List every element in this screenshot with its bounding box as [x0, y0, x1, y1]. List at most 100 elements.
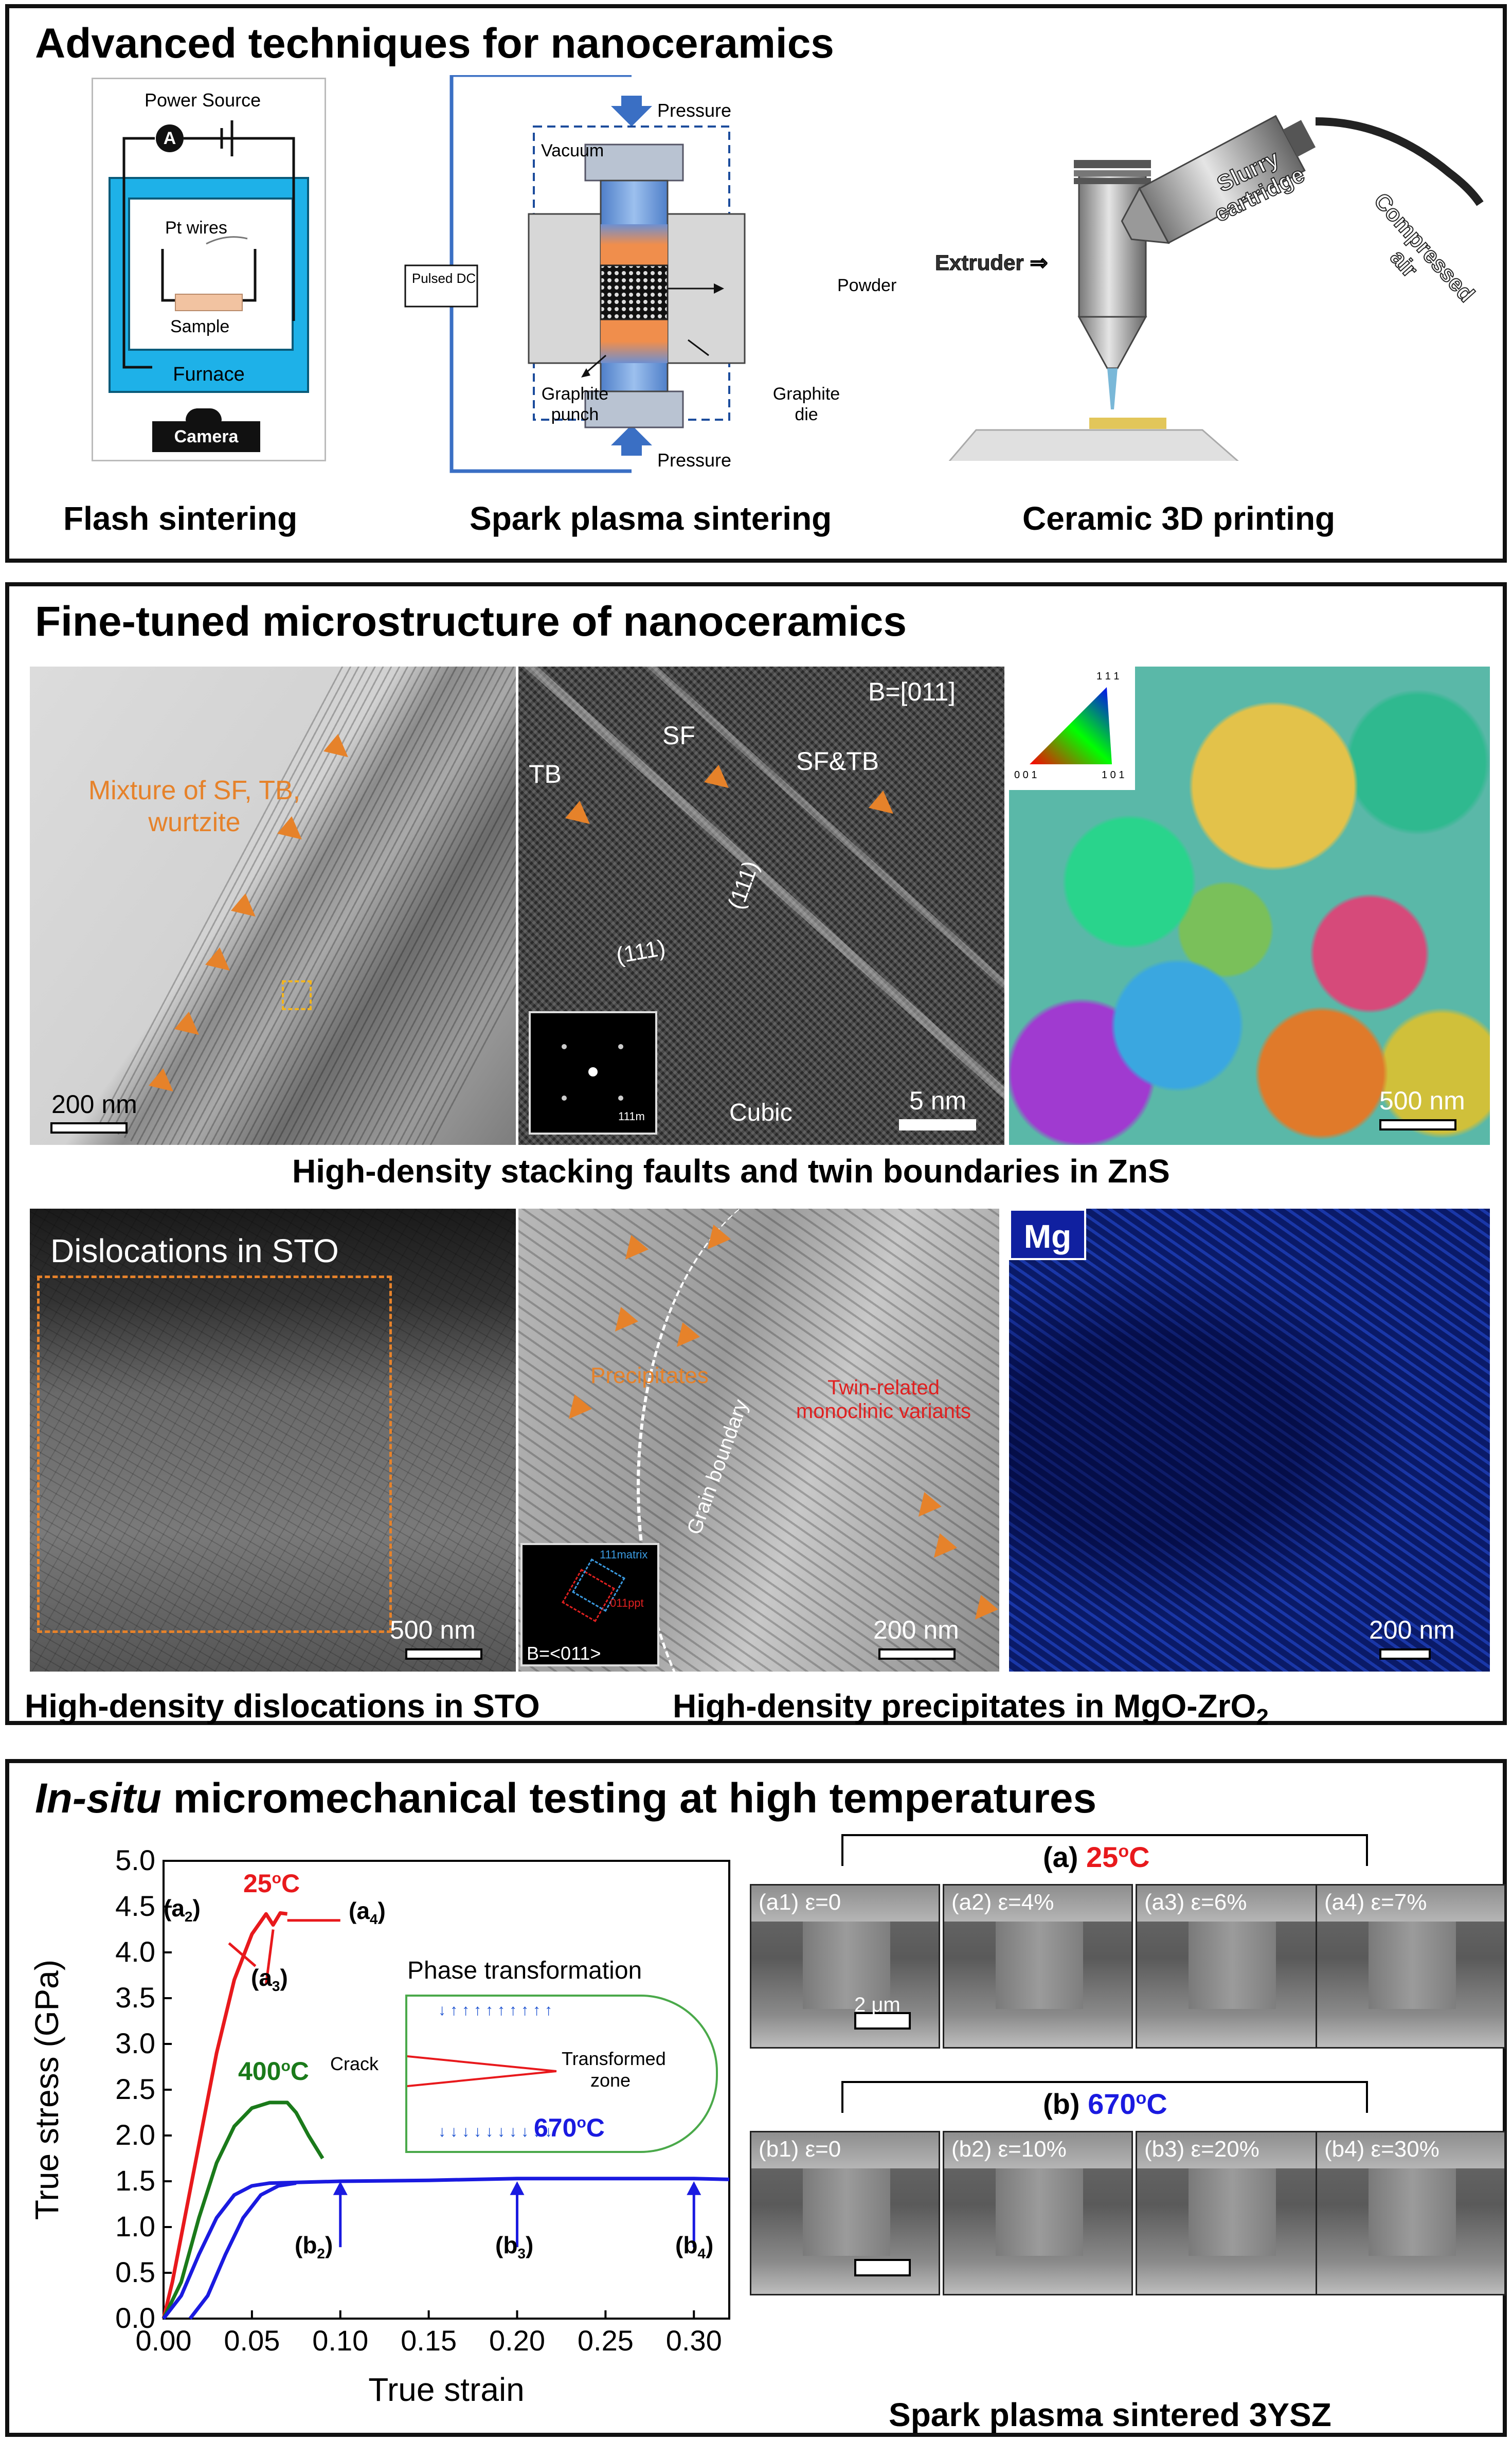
- sto-label: Dislocations in STO: [50, 1232, 339, 1269]
- panel-techniques: Advanced techniques for nanoceramics Pow…: [5, 4, 1507, 563]
- pulsed-dc-label: Pulsed DC: [411, 271, 476, 286]
- x-tick-label: 0.25: [578, 2324, 634, 2357]
- series-line-2: [162, 2177, 730, 2320]
- panel-insitu: In-situ micromechanical testing at high …: [5, 1759, 1507, 2437]
- panel-title-insitu: In-situ micromechanical testing at high …: [35, 1775, 1097, 1822]
- panel-title-techniques: Advanced techniques for nanoceramics: [35, 20, 834, 67]
- sem-b1: (b1) ε=0: [750, 2131, 940, 2295]
- x-axis-label: True strain: [368, 2371, 525, 2408]
- precipitates-label: Precipitates: [590, 1363, 709, 1388]
- sto-roi-box: [37, 1276, 392, 1633]
- saed-zone-label: B=<011>: [527, 1643, 601, 1664]
- pressure-top-label: Pressure: [657, 100, 732, 121]
- sem-scale-label: 2 μm: [854, 1994, 901, 2016]
- ammeter-icon: A: [156, 124, 184, 152]
- panel-title-microstructure: Fine-tuned microstructure of nanoceramic…: [35, 598, 907, 645]
- flash-sintering-diagram: Power Source A Furnace Pt wires Sample C…: [92, 78, 326, 461]
- caption-3ysz: Spark plasma sintered 3YSZ: [889, 2396, 1331, 2433]
- ipf-right-label: 1 0 1: [1102, 769, 1125, 781]
- fft-inset: 111m: [529, 1011, 657, 1135]
- temp-25-label: 25oC: [243, 1869, 300, 1898]
- scale-200nm-eds: 200 nm: [1369, 1616, 1455, 1644]
- x-tick-label: 0.10: [312, 2324, 368, 2357]
- b-arrow-head-1: [510, 2181, 525, 2195]
- ipf-top-label: 1 1 1: [1096, 671, 1120, 682]
- a2-arrow: [228, 1942, 257, 1967]
- camera-icon: [186, 408, 222, 422]
- sem-a3: (a3) ε=6%: [1136, 1884, 1326, 2049]
- fft-label: 111m: [618, 1110, 645, 1123]
- ebsd-map: 1 1 1 0 0 1 1 0 1 500 nm: [1009, 667, 1490, 1145]
- sf-label: SF: [662, 721, 695, 750]
- y-tick-label: 3.0: [115, 2027, 155, 2059]
- crack-label: Crack: [330, 2053, 379, 2074]
- y-tick-label: 2.5: [115, 2073, 155, 2105]
- y-tick-label: 1.5: [115, 2164, 155, 2197]
- marker-b4: (b4): [675, 2232, 714, 2262]
- zone-axis-label: B=[011]: [868, 677, 956, 706]
- marker-b2: (b2): [295, 2232, 333, 2262]
- y-tick-label: 3.5: [115, 1981, 155, 2014]
- y-tick-label: 1.0: [115, 2210, 155, 2242]
- power-source-label: Power Source: [145, 89, 261, 111]
- marker-a3: (a3): [251, 1964, 288, 1995]
- tb-label: TB: [529, 760, 562, 788]
- y-tick-label: 5.0: [115, 1844, 155, 1876]
- pt-wires-label: Pt wires: [165, 218, 227, 238]
- y-tick-label: 4.5: [115, 1890, 155, 1922]
- inset-title: Phase transformation: [407, 1957, 642, 1984]
- sem-b3: (b3) ε=20%: [1136, 2131, 1326, 2295]
- x-tick-label: 0.20: [489, 2324, 545, 2357]
- scale-5nm: 5 nm: [909, 1086, 967, 1115]
- furnace-label: Furnace: [173, 364, 245, 385]
- ipf-left-label: 0 0 1: [1014, 769, 1037, 781]
- caption-sto: High-density dislocations in STO: [25, 1688, 540, 1725]
- marker-a4: (a4): [349, 1897, 386, 1928]
- scale-500nm-sto: 500 nm: [390, 1616, 476, 1644]
- group-brackets: [841, 1834, 1368, 2113]
- saed-inset: 111matrix 011ppt B=<011>: [520, 1543, 659, 1666]
- printer-illustration: [948, 115, 1484, 461]
- y-axis-label: True stress (GPa): [28, 1960, 65, 2220]
- sem-a4: (a4) ε=7%: [1316, 1884, 1506, 2049]
- eds-map-mg: Mg 200 nm: [1009, 1209, 1490, 1672]
- pressure-bottom-label: Pressure: [657, 450, 732, 471]
- group-a-label: (a) 25oC: [1043, 1841, 1150, 1873]
- x-tick-label: 0.00: [136, 2324, 192, 2357]
- marker-b3: (b3): [495, 2232, 534, 2262]
- mg-element-label: Mg: [1009, 1209, 1086, 1260]
- powder-label: Powder: [837, 276, 897, 295]
- sem-a1: (a1) ε=0 2 μm: [750, 1884, 940, 2049]
- twin-variants-label: Twin-related monoclinic variants: [796, 1376, 971, 1423]
- b-arrow-head-2: [687, 2181, 701, 2195]
- series-line-670-reload: [188, 2181, 297, 2320]
- sem-a2: (a2) ε=4%: [943, 1884, 1133, 2049]
- caption-zns: High-density stacking faults and twin bo…: [292, 1153, 1170, 1190]
- hrtem-image-zns: B=[011] TB SF SF&TB (111) (111) 111m Cub…: [518, 667, 1004, 1145]
- marker-a2: (a2): [164, 1895, 201, 1925]
- cubic-label: Cubic: [729, 1099, 793, 1126]
- caption-mgo-zro2: High-density precipitates in MgO-ZrO2: [673, 1688, 1269, 1730]
- scale-bar-3: [1379, 1119, 1456, 1130]
- temp-670-label: 670oC: [534, 2113, 605, 2142]
- x-tick-label: 0.30: [666, 2324, 722, 2357]
- vacuum-label: Vacuum: [541, 141, 604, 160]
- sf-tb-label: SF&TB: [796, 747, 879, 776]
- camera-label: Camera: [152, 421, 260, 452]
- group-b-label: (b) 670oC: [1043, 2088, 1167, 2120]
- scale-bar-4: [405, 1648, 482, 1660]
- transformed-zone-label: Transformed zone: [562, 2048, 666, 2091]
- y-tick-label: 0.0: [115, 2302, 155, 2334]
- caption-flash-sintering: Flash sintering: [63, 500, 298, 537]
- sps-diagram: [404, 75, 746, 473]
- tem-image-mgo-zro2: Precipitates Twin-related monoclinic var…: [518, 1209, 999, 1672]
- x-tick-label: 0.05: [224, 2324, 280, 2357]
- stress-strain-chart: 0.00 0.05 0.10 0.15 0.20 0.25 0.30 0.0 0.5 1.0 1.5…: [28, 1844, 730, 2408]
- sem-b2: (b2) ε=10%: [943, 2131, 1133, 2295]
- scale-bar-2: [899, 1119, 976, 1130]
- mixture-label: Mixture of SF, TB, wurtzite: [88, 776, 301, 837]
- panel-microstructure: Fine-tuned microstructure of nanoceramic…: [5, 582, 1507, 1730]
- caption-spark-plasma-sintering: Spark plasma sintering: [470, 500, 832, 537]
- sample-label: Sample: [170, 317, 230, 336]
- y-tick-label: 2.0: [115, 2119, 155, 2151]
